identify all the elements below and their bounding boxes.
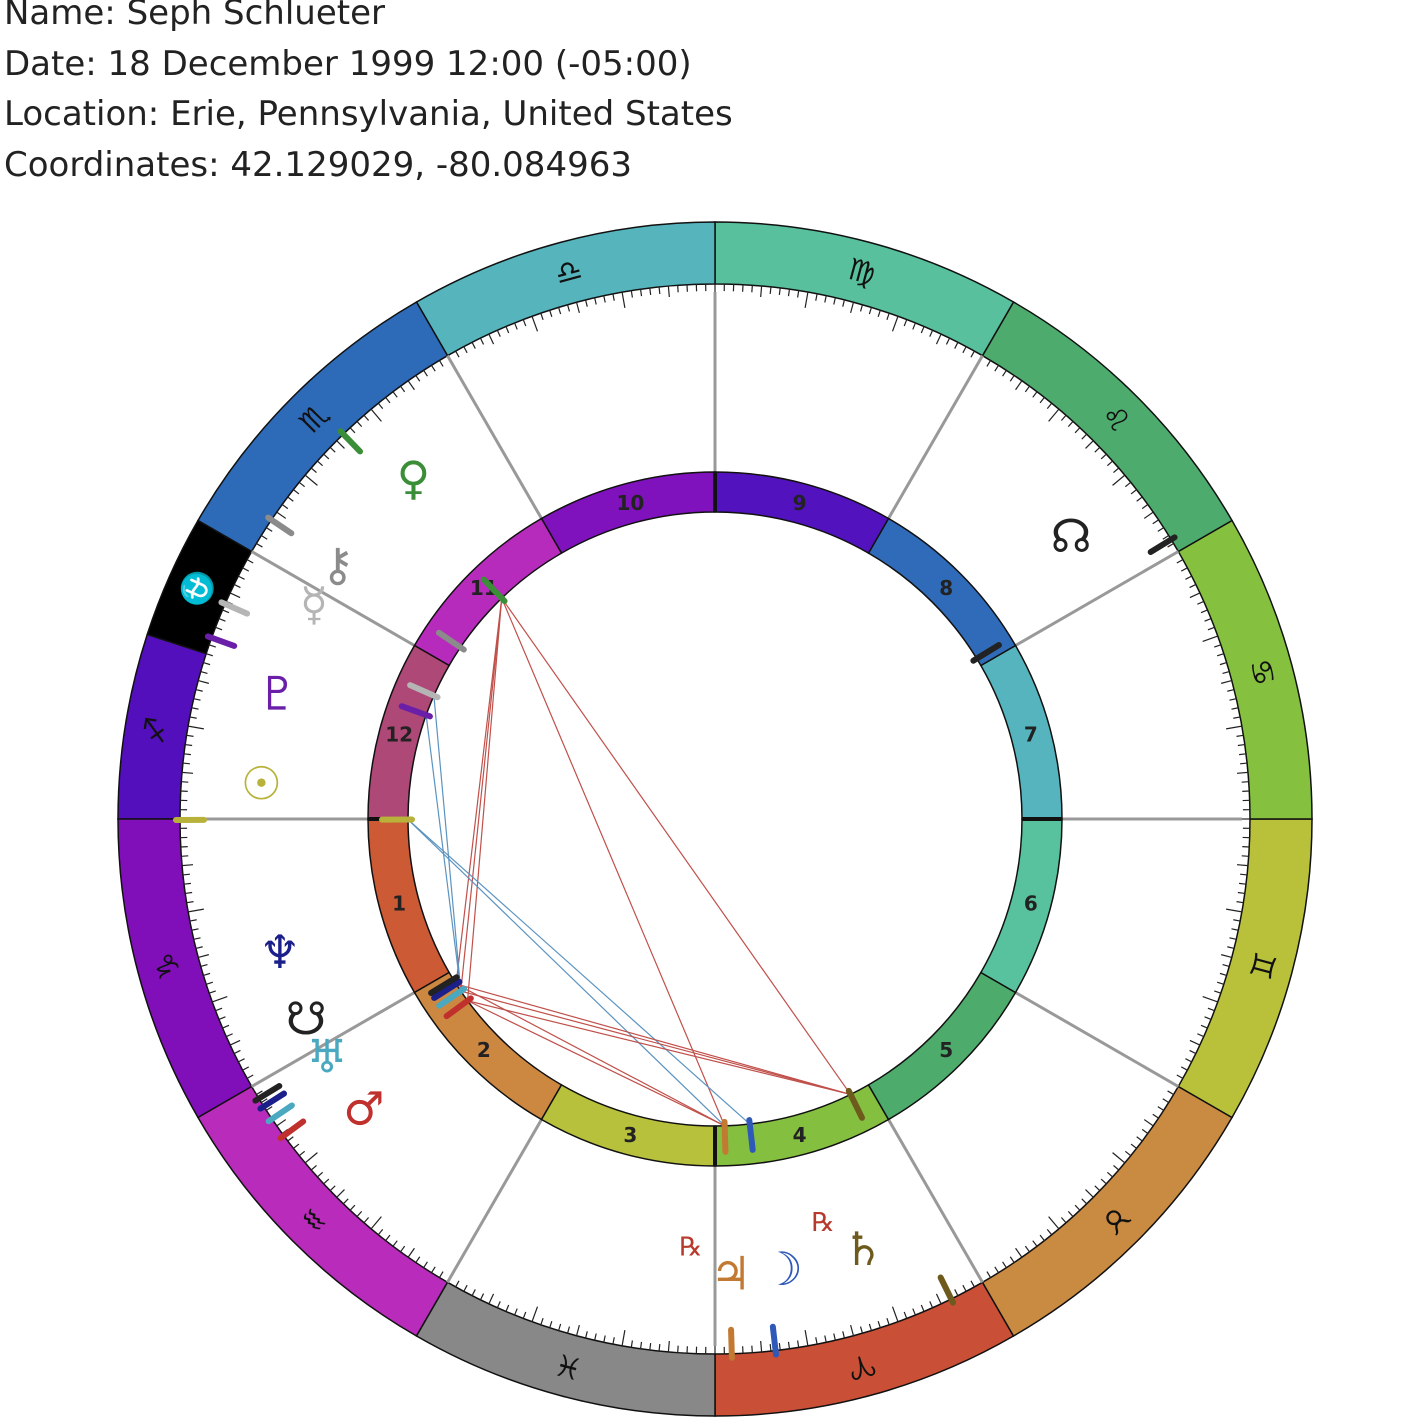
- house-cusp-line-5: [887, 1118, 984, 1284]
- moon-glyph-icon: ☽: [762, 1242, 803, 1296]
- sign-glyph-sagittarius: ♐: [137, 714, 176, 746]
- mars-inner-marker: [443, 995, 474, 1020]
- neptune-inner-marker: [431, 978, 463, 1001]
- aspect-line-neptune-saturn: [455, 983, 851, 1096]
- aspect-line-venus-uranus: [460, 598, 503, 992]
- zodiac-sign-ring: ♈♉♊♋♌♍♎♏⛎♐♑♒♓: [117, 221, 1313, 1417]
- sign-segment-pisces: [415, 1281, 716, 1417]
- north-node-glyph-icon: ☊: [1051, 509, 1092, 563]
- sun-glyph-icon: ☉: [241, 756, 282, 810]
- planets: ☉ ☽ ☿ ♀ ♂ ♃ ℞ ♄ ℞ ♅♆ ♇ ⚷ ☊ ☋: [173, 428, 1178, 1361]
- house-cusp-lines: [188, 292, 1242, 1346]
- chart-date: Date: 18 December 1999 12:00 (-05:00): [4, 43, 692, 84]
- house-cusp-line-6: [1014, 991, 1180, 1088]
- pluto-outer-marker: [204, 633, 238, 649]
- aspect-line-sun-moon: [407, 819, 751, 1125]
- jupiter-outer-marker: [728, 1326, 735, 1361]
- mars-outer-marker: [277, 1118, 307, 1142]
- saturn-retrograde-marker: ℞: [811, 1208, 834, 1238]
- moon-outer-marker: [769, 1323, 780, 1358]
- aspect-line-mars-saturn: [467, 1000, 851, 1096]
- venus-inner-marker: [480, 576, 508, 605]
- aspect-line-venus-jupiter: [501, 597, 726, 1127]
- house-number-12: 12: [385, 722, 413, 746]
- neptune-outer-marker: [257, 1090, 288, 1112]
- saturn-glyph-icon: ♄: [843, 1222, 884, 1276]
- mercury-outer-marker: [218, 599, 251, 617]
- aspect-line-sun-jupiter: [407, 819, 726, 1127]
- pluto-inner-marker: [398, 703, 433, 720]
- house-number-2: 2: [477, 1038, 491, 1062]
- house-number-7: 7: [1024, 722, 1038, 746]
- house-number-6: 6: [1024, 892, 1038, 916]
- south-node-glyph-icon: ☋: [286, 991, 327, 1045]
- aspect-line-neptune-jupiter: [455, 983, 725, 1127]
- mercury-inner-marker: [407, 682, 441, 701]
- pluto-glyph-icon: ♇: [257, 667, 298, 721]
- aspect-line-uranus-saturn: [460, 990, 851, 1096]
- chart-owner-name: Name: Seph Schlueter: [4, 0, 385, 33]
- saturn-inner-marker: [845, 1087, 866, 1121]
- house-cusp-line-8: [1014, 550, 1180, 647]
- chart-info: Name: Seph Schlueter Date: 18 December 1…: [4, 0, 733, 190]
- mars-glyph-icon: ♂: [343, 1081, 384, 1135]
- chiron-outer-marker: [265, 514, 295, 537]
- aspect-lines: [407, 597, 852, 1127]
- south-node-outer-marker: [252, 1082, 283, 1104]
- aspect-line-mercury-uranus: [433, 695, 462, 992]
- house-number-9: 9: [793, 491, 807, 515]
- house-segment-6: [979, 818, 1063, 994]
- house-number-1: 1: [392, 892, 406, 916]
- uranus-outer-marker: [265, 1102, 295, 1125]
- north-node-outer-marker: [1147, 534, 1178, 556]
- north-node-inner-marker: [970, 642, 1002, 664]
- house-number-4: 4: [793, 1123, 807, 1147]
- chiron-inner-marker: [435, 629, 467, 653]
- saturn-outer-marker: [937, 1274, 956, 1306]
- house-number-5: 5: [939, 1038, 953, 1062]
- chiron-glyph-icon: ⚷: [321, 538, 355, 592]
- jupiter-glyph-icon: ♃: [710, 1247, 751, 1301]
- house-cusp-line-2: [250, 991, 416, 1088]
- uranus-inner-marker: [436, 985, 468, 1009]
- venus-glyph-icon: ♀: [397, 451, 431, 505]
- house-cusp-line-9: [887, 354, 984, 520]
- house-cusp-line-11: [446, 354, 543, 520]
- house-cusp-line-3: [446, 1118, 543, 1284]
- house-number-3: 3: [623, 1123, 637, 1147]
- mercury-glyph-icon: ☿: [300, 577, 328, 631]
- aspect-line-mars-jupiter: [467, 1000, 725, 1127]
- aspect-line-venus-neptune: [455, 598, 503, 985]
- house-cusp-line-12: [250, 550, 416, 647]
- chart-coordinates: Coordinates: 42.129029, -80.084963: [4, 144, 632, 185]
- moon-inner-marker: [746, 1117, 756, 1153]
- venus-outer-marker: [337, 428, 364, 455]
- uranus-glyph-icon: ♅: [306, 1030, 347, 1084]
- jupiter-inner-marker: [721, 1118, 729, 1155]
- house-number-8: 8: [939, 576, 953, 600]
- neptune-glyph-icon: ♆: [259, 925, 300, 979]
- house-segment-7: [979, 644, 1063, 820]
- jupiter-retrograde-marker: ℞: [679, 1233, 702, 1263]
- chart-location: Location: Erie, Pennsylvania, United Sta…: [4, 94, 733, 134]
- house-number-10: 10: [616, 491, 644, 515]
- aspect-line-venus-mars: [466, 598, 503, 1001]
- aspect-line-venus-saturn: [501, 597, 852, 1095]
- south-node-inner-marker: [428, 974, 460, 996]
